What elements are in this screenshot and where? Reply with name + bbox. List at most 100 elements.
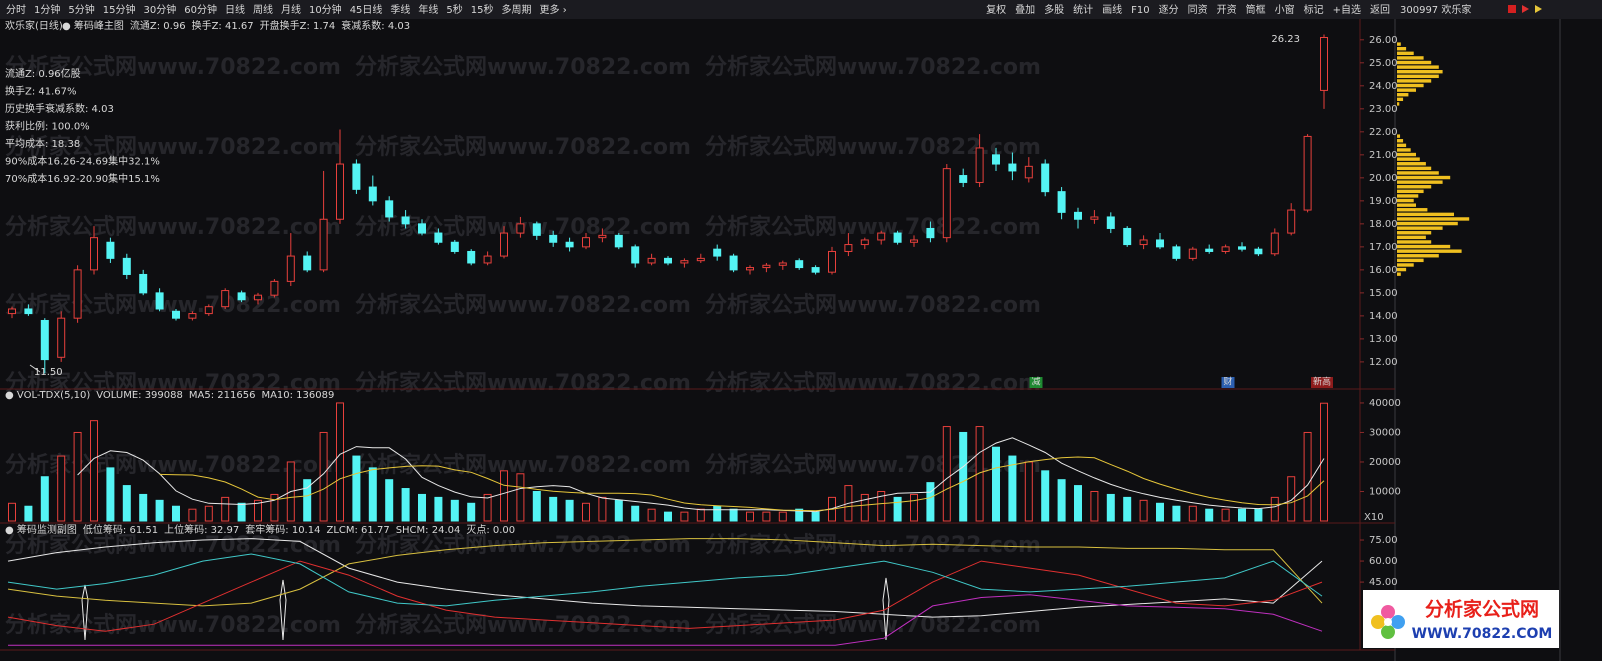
y-tick-label: 14.00 <box>1369 311 1398 322</box>
tool-button[interactable]: +自选 <box>1333 3 1361 16</box>
chip-bar <box>1397 244 1451 249</box>
candle-body <box>1057 191 1066 213</box>
legend-item: ● VOL-TDX(5,10) <box>5 390 90 401</box>
leader-line <box>29 364 41 373</box>
chip-bar <box>1397 217 1470 221</box>
tool-button[interactable]: 复权 <box>986 3 1006 16</box>
period-tab[interactable]: 季线 <box>390 3 410 16</box>
legend-item: ZLCM: 61.77 <box>326 525 389 536</box>
period-tab[interactable]: 15秒 <box>471 3 494 16</box>
volume-bar <box>942 426 951 522</box>
candle-body <box>532 223 541 236</box>
candle-body <box>828 250 836 273</box>
tool-button[interactable]: 小窗 <box>1275 3 1295 16</box>
period-tab[interactable]: 45日线 <box>350 3 383 16</box>
volume-bar <box>992 446 1000 522</box>
event-marker-box <box>1310 377 1334 388</box>
volume-bar <box>1287 476 1296 522</box>
logo-petal <box>1381 605 1395 619</box>
chip-bar <box>1397 157 1420 161</box>
indicator-line <box>7 538 1323 607</box>
period-tab[interactable]: 60分钟 <box>184 3 217 16</box>
volume-bar <box>352 455 361 522</box>
period-tab[interactable]: 5分钟 <box>68 3 94 16</box>
candle-body <box>860 239 869 246</box>
y-tick-label: 30000 <box>1369 427 1401 438</box>
watermark: 分析家公式网www.70822.com <box>355 370 691 396</box>
y-tick-label: 23.00 <box>1369 104 1398 115</box>
period-tab[interactable]: 年线 <box>418 3 438 16</box>
period-tab[interactable]: 月线 <box>281 3 301 16</box>
signal-icon <box>279 579 287 641</box>
candle-body <box>729 255 738 271</box>
volume-bar <box>1057 479 1066 522</box>
candle-body <box>1024 165 1033 179</box>
tool-button[interactable]: 叠加 <box>1015 4 1035 16</box>
period-tab[interactable]: 10分钟 <box>309 3 342 16</box>
candle-body <box>877 232 886 241</box>
period-tab[interactable]: 日线 <box>225 3 245 16</box>
period-tab[interactable]: 30分钟 <box>143 3 176 16</box>
legend-item: MA10: 136089 <box>261 390 334 401</box>
candle-body <box>1156 239 1164 248</box>
volume-bar <box>319 431 328 522</box>
tool-button[interactable]: 画线 <box>1102 3 1122 16</box>
candle-body <box>434 232 443 243</box>
tool-button[interactable]: 标记 <box>1304 4 1324 16</box>
candle-body <box>926 227 935 239</box>
candle-body <box>664 257 672 264</box>
y-tick-label: 21.00 <box>1369 150 1398 161</box>
candle-body <box>762 264 771 269</box>
chip-bar <box>1397 74 1439 79</box>
chip-bar <box>1397 249 1462 253</box>
legend-item: 灭点: 0.00 <box>466 524 515 536</box>
legend-item: 衰减系数: 4.03 <box>341 19 410 32</box>
chip-bar <box>1397 189 1424 194</box>
period-tab[interactable]: 15分钟 <box>103 3 136 16</box>
watermark: 分析家公式网www.70822.com <box>705 54 1041 80</box>
period-tab[interactable]: 1分钟 <box>34 3 60 16</box>
watermark: 分析家公式网www.70822.com <box>355 292 691 318</box>
tool-button[interactable]: F10 <box>1131 5 1149 16</box>
candle-body <box>516 223 525 234</box>
tool-button[interactable]: 返回 <box>1370 4 1390 16</box>
watermark: 分析家公式网www.70822.com <box>705 292 1041 318</box>
candle-body <box>303 255 312 271</box>
watermark: 分析家公式网www.70822.com <box>705 370 1041 396</box>
legend-item: 换手Z: 41.67 <box>192 19 254 32</box>
tool-button[interactable]: 多股 <box>1044 3 1064 16</box>
tool-button[interactable]: 开资 <box>1217 4 1237 16</box>
watermark: 分析家公式网www.70822.com <box>5 134 341 160</box>
candle-body <box>1106 216 1115 229</box>
chip-bar <box>1397 258 1424 263</box>
volume-bar <box>188 508 197 522</box>
candle-body <box>1238 246 1246 250</box>
chip-bar <box>1397 198 1414 203</box>
volume-bar <box>336 402 344 522</box>
volume-bar <box>729 508 738 522</box>
chip-bar <box>1397 47 1407 51</box>
volume-bar <box>270 493 279 522</box>
watermark: 分析家公式网www.70822.com <box>355 612 691 638</box>
period-tab[interactable]: 分时 <box>6 4 26 16</box>
chip-bar <box>1397 221 1458 226</box>
period-tab[interactable]: 周线 <box>253 3 273 16</box>
tool-button[interactable]: 逐分 <box>1159 4 1179 16</box>
tool-button[interactable]: 筒框 <box>1246 3 1266 16</box>
candle-body <box>1123 227 1132 246</box>
tool-button[interactable]: 同资 <box>1188 4 1208 16</box>
signal-markers <box>81 577 890 641</box>
tool-button[interactable]: 统计 <box>1073 3 1093 16</box>
icon[interactable] <box>1522 5 1529 13</box>
period-tab[interactable]: 5秒 <box>446 3 462 16</box>
chip-bar <box>1397 175 1451 180</box>
icon[interactable] <box>1535 5 1542 13</box>
candle-body <box>122 257 131 275</box>
period-tab[interactable]: 多周期 <box>502 3 532 16</box>
volume-bar <box>385 479 394 522</box>
period-tab[interactable]: 更多 › <box>540 3 567 16</box>
volume-bar <box>221 496 230 522</box>
logo-petal <box>1381 625 1395 639</box>
icon[interactable] <box>1508 5 1516 13</box>
info-line: 获利比例: 100.0% <box>5 120 90 133</box>
